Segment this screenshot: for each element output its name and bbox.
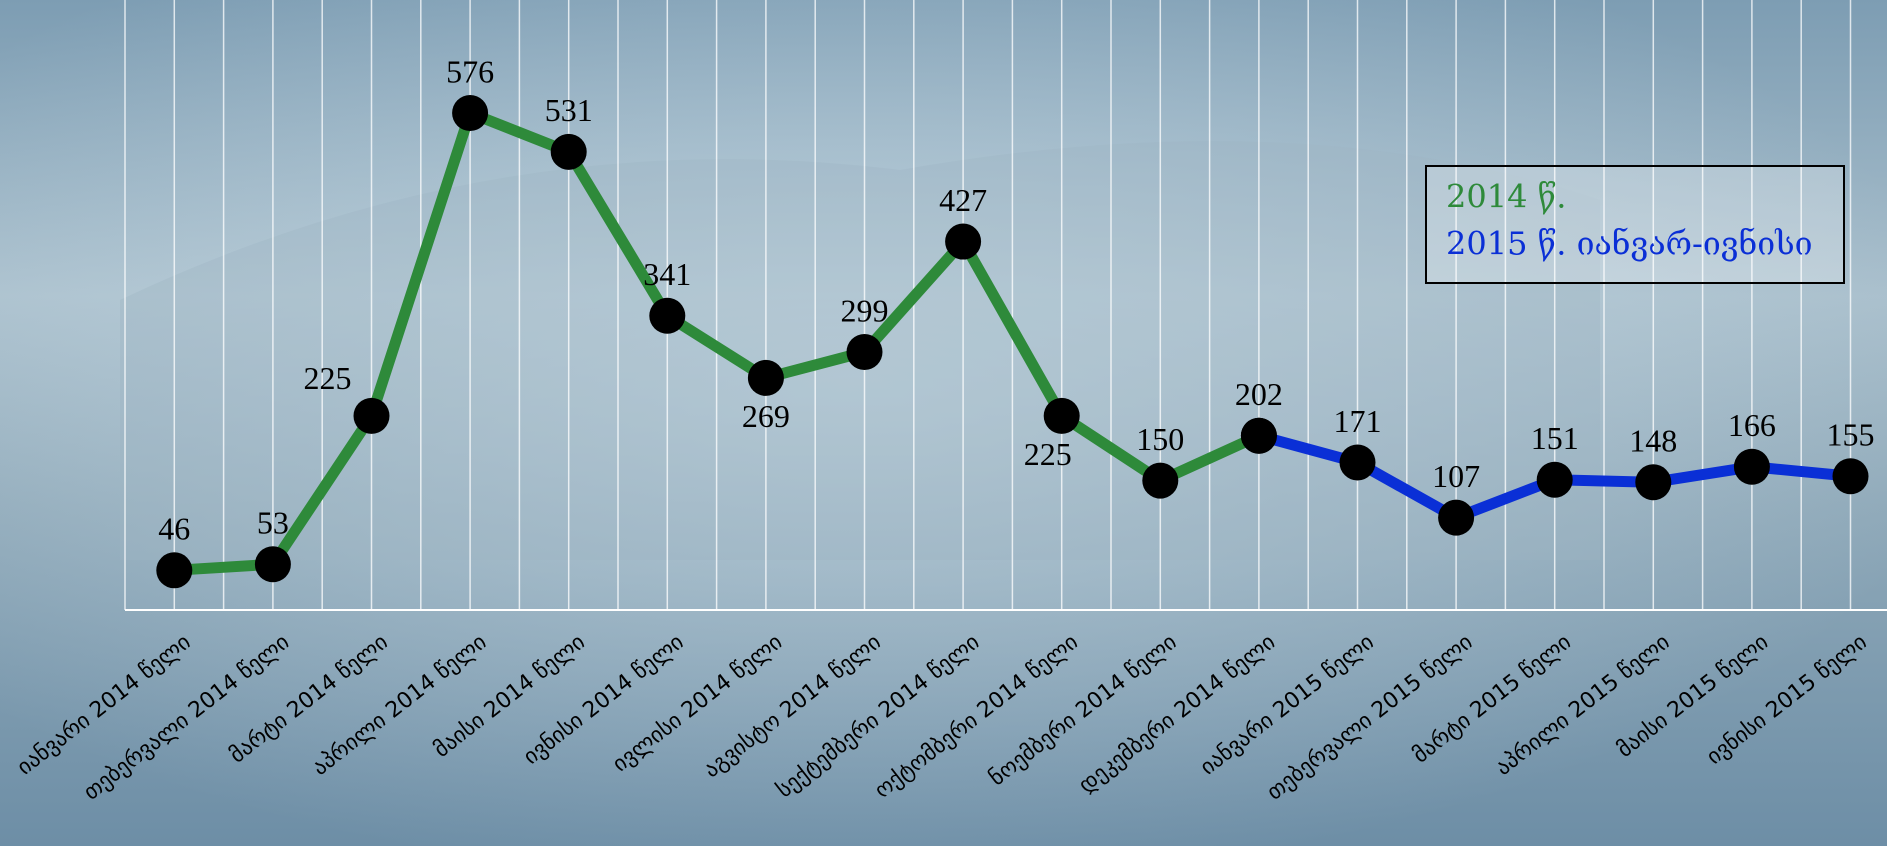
data-label: 225 <box>1024 436 1072 472</box>
legend-entry: 2014 წ. <box>1446 178 1566 216</box>
data-point <box>1733 448 1770 485</box>
data-point <box>1438 499 1475 536</box>
data-label: 225 <box>304 360 352 396</box>
data-point <box>1142 462 1179 499</box>
data-point <box>156 552 193 589</box>
data-point <box>1832 458 1869 495</box>
data-label: 341 <box>643 256 691 292</box>
data-point <box>550 133 587 170</box>
data-point <box>452 94 489 131</box>
series-line <box>173 107 1262 576</box>
data-label: 166 <box>1728 407 1776 443</box>
data-point <box>1635 464 1672 501</box>
data-label: 150 <box>1136 421 1184 457</box>
data-point <box>254 546 291 583</box>
data-label: 576 <box>446 53 494 89</box>
data-point <box>649 297 686 334</box>
legend-box <box>1425 165 1845 284</box>
legend-entry: 2015 წ. იანვარ-ივნისი <box>1446 225 1813 263</box>
data-label: 202 <box>1235 376 1283 412</box>
data-label: 46 <box>158 511 190 547</box>
data-point <box>353 397 390 434</box>
data-label: 155 <box>1827 417 1875 453</box>
data-point <box>846 334 883 371</box>
data-label: 148 <box>1629 423 1677 459</box>
data-label: 53 <box>257 505 289 541</box>
data-label: 171 <box>1334 403 1382 439</box>
data-label: 531 <box>545 92 593 128</box>
data-point <box>747 359 784 396</box>
data-label: 427 <box>939 182 987 218</box>
data-point <box>1043 397 1080 434</box>
data-label: 107 <box>1432 458 1480 494</box>
data-point <box>1536 461 1573 498</box>
data-label: 299 <box>841 292 889 328</box>
data-label: 269 <box>742 398 790 434</box>
data-point <box>1339 444 1376 481</box>
data-label: 151 <box>1531 420 1579 456</box>
data-point <box>945 223 982 260</box>
data-point <box>1240 417 1277 454</box>
